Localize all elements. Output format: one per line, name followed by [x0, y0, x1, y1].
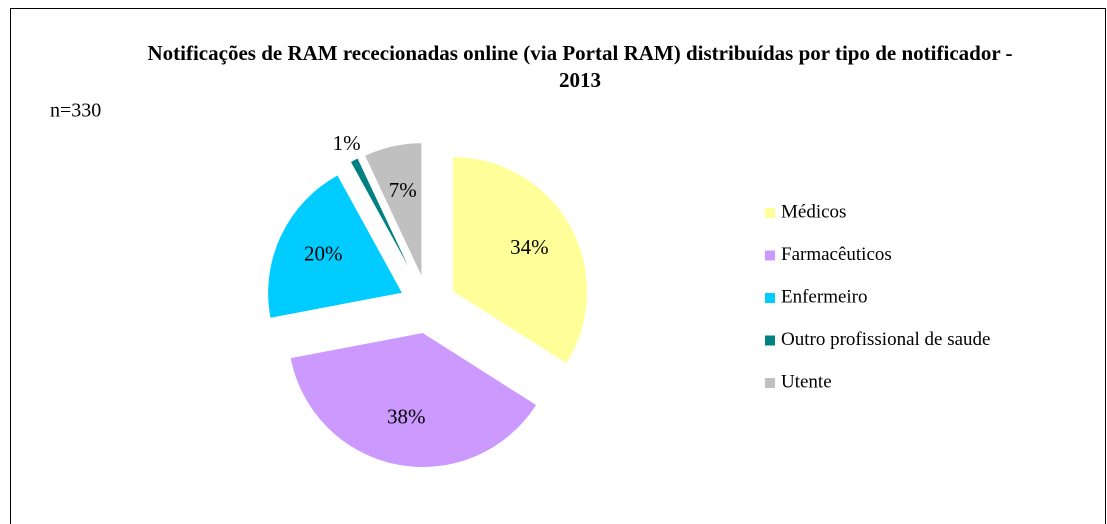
legend-label: Outro profissional de saude — [781, 329, 990, 350]
legend-swatch — [765, 378, 775, 388]
data-label: 38% — [387, 405, 426, 429]
pie-slice — [289, 331, 538, 468]
pie-slice — [349, 157, 416, 281]
annotation: n=330 — [50, 100, 101, 122]
legend-label: Farmacêuticos — [781, 244, 892, 265]
data-label: 34% — [510, 235, 549, 259]
data-label: 20% — [304, 242, 343, 266]
legend-swatch — [765, 250, 775, 261]
legend-label: Médicos — [781, 201, 846, 222]
pie-slice — [452, 156, 589, 365]
chart-title: Notificações de RAM rececionadas online … — [147, 41, 1013, 92]
data-label: 1% — [333, 131, 361, 155]
pie-slice — [267, 174, 404, 319]
legend-swatch — [765, 335, 775, 346]
legend-label: Utente — [781, 371, 832, 392]
legend-swatch — [765, 293, 775, 303]
pie-slice — [363, 142, 423, 278]
data-label: 7% — [389, 178, 417, 202]
legend-label: Enfermeiro — [781, 286, 868, 307]
legend-swatch — [765, 208, 775, 218]
